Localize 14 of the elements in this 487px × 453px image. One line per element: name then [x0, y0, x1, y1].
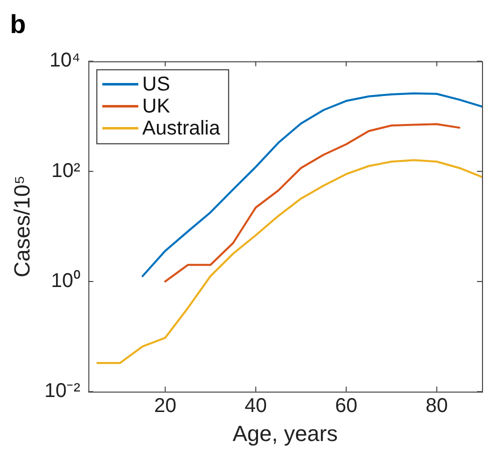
- y-tick-label: 10⁰: [51, 268, 80, 292]
- x-axis-title: Age, years: [232, 420, 338, 446]
- x-tick-label: 60: [335, 395, 358, 418]
- legend-label: Australia: [142, 118, 221, 140]
- y-axis-title: Cases/10⁵: [9, 175, 34, 278]
- x-tick-label: 20: [154, 395, 176, 418]
- x-tick-label: 40: [244, 395, 267, 418]
- y-tick-label: 10⁴: [49, 50, 80, 72]
- x-tick-label: 80: [426, 395, 448, 418]
- chart-title: b: [10, 8, 26, 39]
- legend-label: US: [142, 74, 170, 96]
- y-tick-label: 10⁻²: [44, 380, 81, 402]
- y-tick-label: 10²: [51, 160, 81, 182]
- legend-label: UK: [142, 96, 171, 118]
